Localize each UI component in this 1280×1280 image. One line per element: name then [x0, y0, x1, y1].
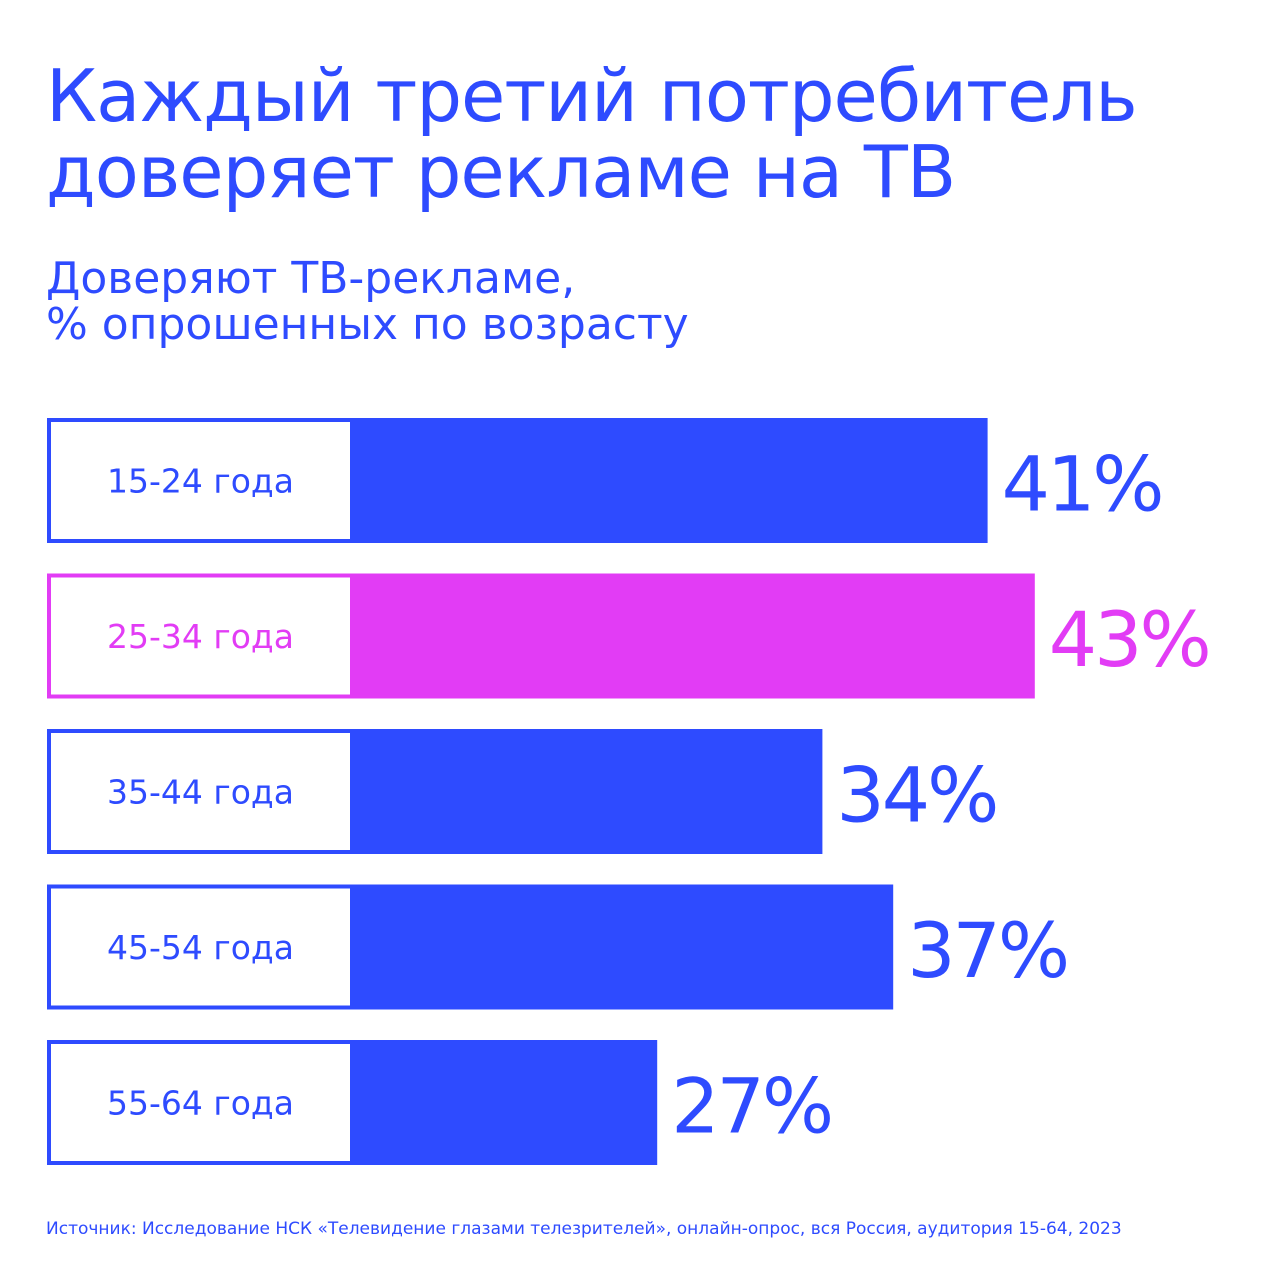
category-label-3: 35-44 года: [107, 773, 294, 812]
bar-row-4: 45-54 года 37%: [47, 884, 1070, 1010]
category-label-4: 45-54 года: [107, 928, 294, 967]
category-box-3: [47, 729, 354, 854]
value-label-2: 43%: [1049, 595, 1209, 684]
category-label-1: 15-24 года: [107, 462, 294, 501]
category-label-5: 55-64 года: [107, 1084, 294, 1123]
category-box-2: [47, 573, 354, 699]
subtitle-line-2: % опрошенных по возрасту: [46, 299, 689, 350]
title-line-2: доверяет рекламе на ТВ: [46, 130, 956, 214]
value-label-3: 34%: [836, 751, 996, 840]
value-label-5: 27%: [671, 1062, 831, 1151]
source-note: Источник: Исследование НСК «Телевидение …: [46, 1219, 1122, 1239]
bar-row-1: 15-24 года 41%: [47, 418, 1165, 543]
subtitle-line-1: Доверяют ТВ-рекламе,: [46, 253, 576, 304]
bar-row-3: 35-44 года 34%: [47, 729, 999, 854]
value-label-4: 37%: [907, 906, 1067, 995]
category-label-2: 25-34 года: [107, 617, 294, 656]
page-title: Каждый третий потребитель доверяет рекла…: [46, 58, 1246, 210]
category-box-5: [47, 1040, 354, 1165]
value-label-1: 41%: [1002, 440, 1162, 529]
bar-row-2: 25-34 года 43%: [47, 573, 1212, 699]
title-line-1: Каждый третий потребитель: [46, 54, 1138, 138]
category-box-1: [47, 418, 354, 543]
chart-subtitle: Доверяют ТВ-рекламе, % опрошенных по воз…: [46, 256, 1146, 348]
category-box-4: [47, 884, 354, 1010]
bar-row-5: 55-64 года 27%: [47, 1040, 834, 1165]
bar-chart: 15-24 года 41% 25-34 года 43% 35-44 года 34% 4…: [47, 418, 1212, 1165]
